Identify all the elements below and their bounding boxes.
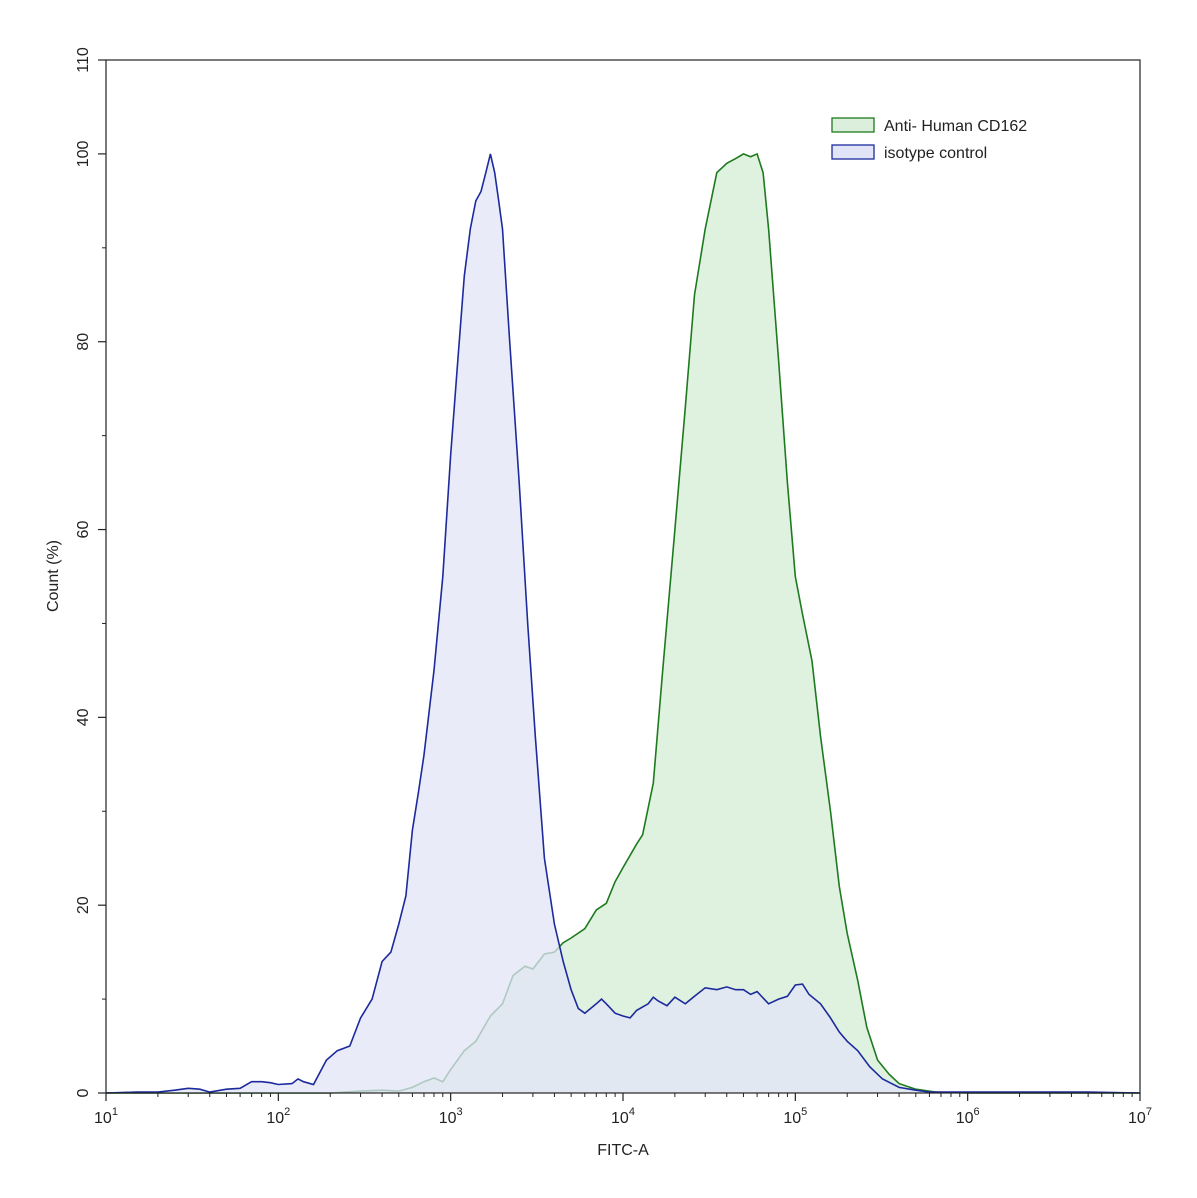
y-axis: 0 20 40 60 80 100 110 (75, 47, 106, 1097)
x-tick-label: 105 (783, 1106, 807, 1127)
x-tick-label: 104 (611, 1106, 635, 1127)
series-area-0 (106, 153, 1140, 1093)
y-tick-label: 100 (75, 140, 92, 167)
legend-label: isotype control (884, 145, 987, 162)
x-axis: 101 102 103 104 105 106 107 (94, 1093, 1152, 1127)
x-tick-label: 106 (956, 1106, 980, 1127)
x-axis-title: FITC-A (597, 1142, 649, 1159)
x-tick-label: 103 (439, 1106, 463, 1127)
y-tick-label: 0 (75, 1088, 92, 1097)
y-tick-label: 60 (75, 521, 92, 539)
y-tick-label: 40 (75, 708, 92, 726)
series-line-1 (105, 153, 1141, 1094)
x-tick-label: 102 (266, 1106, 290, 1127)
y-tick-label: 80 (75, 333, 92, 351)
y-tick-label: 110 (75, 47, 92, 73)
legend-label: Anti- Human CD162 (884, 118, 1027, 135)
series-layer (105, 152, 1141, 1094)
y-axis-title: Count (%) (45, 540, 62, 612)
chart-legend: Anti- Human CD162 isotype control (831, 117, 1027, 162)
y-tick-label: 20 (75, 896, 92, 914)
legend-swatch (831, 144, 875, 160)
legend-swatch (831, 117, 875, 133)
x-tick-label: 107 (1128, 1106, 1152, 1127)
x-tick-label: 101 (94, 1106, 118, 1127)
